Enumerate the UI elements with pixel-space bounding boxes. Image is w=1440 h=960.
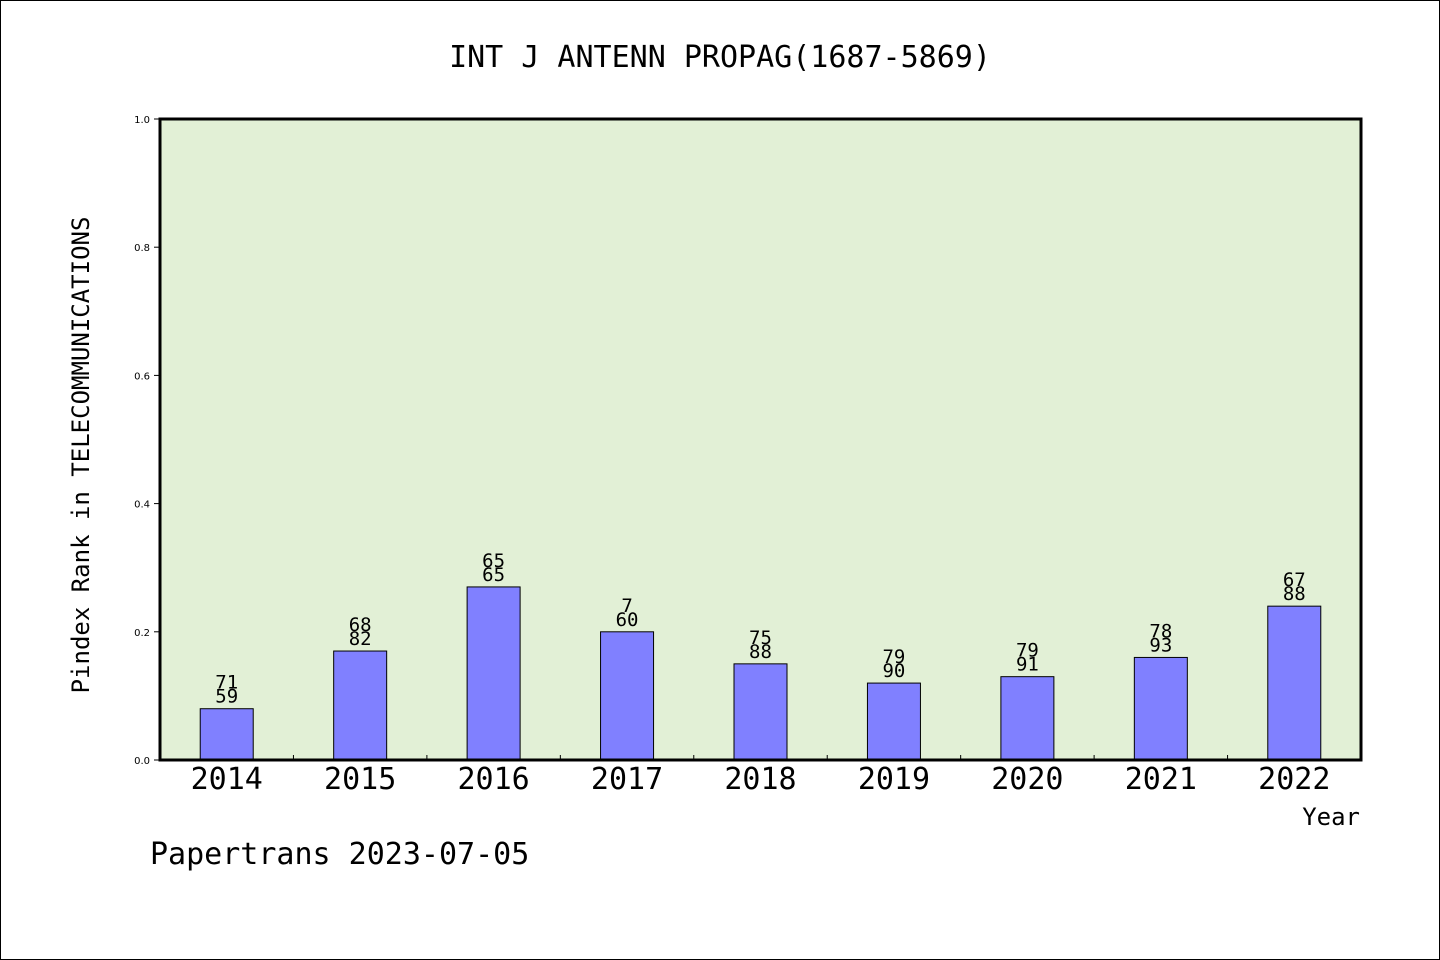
bars-group bbox=[199, 586, 1322, 761]
bar-label-top-2018: 75 bbox=[749, 627, 772, 649]
y-tick-label: 0.0 bbox=[134, 756, 150, 767]
bar-label-bottom-2018: 88 bbox=[749, 641, 772, 663]
bar-2017 bbox=[600, 631, 655, 761]
bar-2018 bbox=[733, 663, 788, 761]
bar-2020 bbox=[1000, 676, 1055, 761]
y-axis-label: Pindex Rank in TELECOMMUNICATIONS bbox=[67, 217, 95, 694]
bar-label-bottom-2020: 91 bbox=[1016, 654, 1039, 676]
x-tick-label-2021: 2021 bbox=[1125, 762, 1197, 797]
plot-border bbox=[158, 117, 1363, 762]
x-tick-label-2022: 2022 bbox=[1258, 762, 1330, 797]
x-axis: 2014 2015 2016 2017 2018 2019 2020 2021 2022 bbox=[191, 755, 1330, 797]
x-tick-label-2018: 2018 bbox=[724, 762, 796, 797]
y-tick-label: 0.6 bbox=[134, 371, 150, 382]
bar-2015 bbox=[333, 650, 388, 761]
bar-label-top-2021: 78 bbox=[1149, 620, 1172, 642]
x-tick-label-2015: 2015 bbox=[324, 762, 396, 797]
bar-label-bottom-2016: 65 bbox=[482, 564, 505, 586]
x-tick-label-2016: 2016 bbox=[457, 762, 529, 797]
bar-label-top-2016: 65 bbox=[482, 550, 505, 572]
bar-2022 bbox=[1267, 605, 1322, 761]
y-tick-label: 0.2 bbox=[134, 628, 150, 639]
x-tick-label-2019: 2019 bbox=[858, 762, 930, 797]
x-axis-label: Year bbox=[1302, 803, 1360, 831]
chart-title: INT J ANTENN PROPAG(1687-5869) bbox=[449, 40, 991, 75]
y-axis: 0.0 0.2 0.4 0.6 0.8 1.0 bbox=[134, 115, 160, 767]
y-tick-label: 0.8 bbox=[134, 243, 150, 254]
bar-label-bottom-2014: 59 bbox=[215, 686, 238, 708]
x-tick-label-2017: 2017 bbox=[591, 762, 663, 797]
bar-label-bottom-2021: 93 bbox=[1149, 634, 1172, 656]
bar-label-bottom-2015: 82 bbox=[349, 628, 372, 650]
bar-2016 bbox=[466, 586, 521, 761]
bar-label-top-2022: 67 bbox=[1283, 569, 1306, 591]
bar-label-top-2014: 71 bbox=[215, 672, 238, 694]
y-tick-label: 1.0 bbox=[134, 115, 150, 126]
y-tick-label: 0.4 bbox=[134, 500, 150, 511]
bar-label-top-2015: 68 bbox=[349, 614, 372, 636]
bar-2019 bbox=[866, 682, 921, 761]
bar-label-bottom-2019: 90 bbox=[882, 660, 905, 682]
x-tick-label-2020: 2020 bbox=[991, 762, 1063, 797]
bar-2014 bbox=[199, 708, 254, 761]
footer-text: Papertrans 2023-07-05 bbox=[150, 837, 529, 872]
bar-label-bottom-2017: 60 bbox=[616, 609, 639, 631]
bar-label-top-2020: 79 bbox=[1016, 640, 1039, 662]
bar-label-bottom-2022: 88 bbox=[1283, 583, 1306, 605]
bar-label-top-2019: 79 bbox=[882, 646, 905, 668]
x-tick-label-2014: 2014 bbox=[191, 762, 263, 797]
bar-2021 bbox=[1133, 656, 1188, 761]
bar-label-top-2017: 7 bbox=[621, 595, 632, 617]
